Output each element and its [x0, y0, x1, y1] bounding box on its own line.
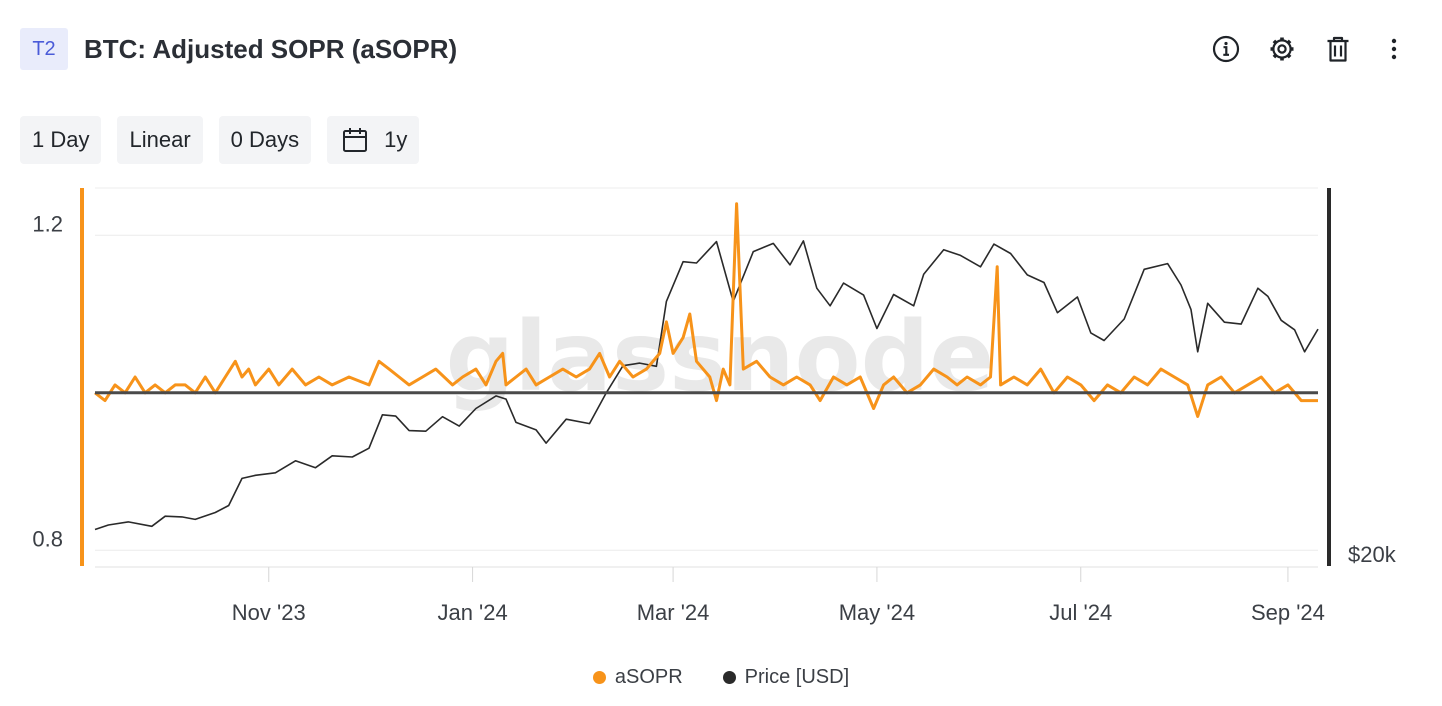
calendar-icon	[342, 127, 368, 153]
delete-button[interactable]	[1310, 28, 1366, 70]
asopr-line	[94, 202, 1318, 418]
x-tick-label: Sep '24	[1251, 600, 1325, 625]
resolution-button[interactable]: 1 Day	[20, 116, 102, 164]
legend-item-asopr[interactable]: aSOPR	[592, 664, 683, 690]
info-button[interactable]	[1198, 28, 1254, 70]
right-tick-label: $20k	[1348, 542, 1397, 567]
more-button[interactable]	[1366, 28, 1422, 70]
tick-labels: 1.2 0.8 Nov '23 Jan '24 Mar '24 May '24 Jul '2…	[32, 211, 1396, 625]
date-range-button[interactable]: 1y	[327, 116, 420, 164]
axes	[80, 188, 1331, 582]
moving-average-button[interactable]: 0 Days	[218, 116, 312, 164]
chart-title: BTC: Adjusted SOPR (aSOPR)	[84, 34, 458, 64]
asopr-chart[interactable]: glassnode 1.2 0.8 Nov '23 Jan '24 Mar '24 May…	[0, 0, 1442, 640]
y-tick-label: 0.8	[32, 526, 63, 551]
info-icon	[1212, 35, 1240, 63]
legend-dot-price	[722, 670, 736, 684]
legend-item-price[interactable]: Price [USD]	[722, 664, 850, 690]
settings-button[interactable]	[1254, 28, 1310, 70]
x-tick-label: Jul '24	[1049, 600, 1112, 625]
x-tick-label: Mar '24	[637, 600, 710, 625]
price-line	[94, 240, 1319, 531]
chart-toolbar: 1 Day Linear 0 Days 1y	[20, 116, 435, 164]
header-actions	[1198, 28, 1422, 70]
more-vertical-icon	[1391, 38, 1397, 60]
legend-label-price: Price [USD]	[744, 665, 850, 688]
y-tick-label: 1.2	[32, 211, 63, 236]
scale-button[interactable]: Linear	[117, 116, 203, 164]
trash-icon	[1327, 36, 1349, 62]
tier-badge: T2	[20, 28, 68, 70]
gear-icon	[1270, 37, 1294, 61]
chart-legend: aSOPR Price [USD]	[0, 664, 1442, 690]
x-tick-label: Jan '24	[437, 600, 507, 625]
grid-lines	[95, 187, 1318, 551]
legend-label-asopr: aSOPR	[614, 665, 683, 688]
chart-header: T2 BTC: Adjusted SOPR (aSOPR)	[20, 28, 1422, 70]
date-range-label: 1y	[384, 127, 408, 152]
x-tick-label: Nov '23	[232, 600, 306, 625]
series	[94, 202, 1319, 531]
watermark: glassnode	[446, 301, 995, 413]
legend-dot-asopr	[592, 670, 606, 684]
x-tick-label: May '24	[839, 600, 915, 625]
